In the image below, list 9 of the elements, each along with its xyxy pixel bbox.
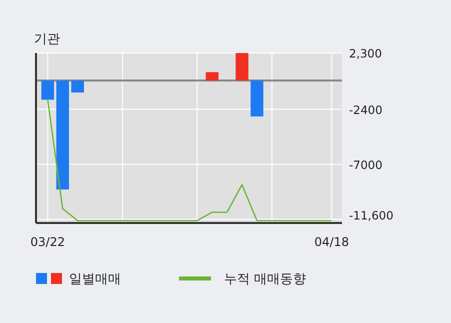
y-tick-label: -11,600: [349, 208, 394, 222]
x-tick-label: 03/22: [30, 235, 65, 249]
chart-title: 기관: [34, 32, 60, 47]
y-tick-label: 2,300: [349, 46, 382, 60]
y-tick-label: -7000: [349, 158, 382, 172]
y-tick-label: -2400: [349, 102, 382, 117]
legend-label: 일별매매: [69, 272, 121, 287]
x-tick-label: 04/18: [314, 235, 349, 249]
legend-label: 누적 매매동향: [224, 272, 306, 287]
